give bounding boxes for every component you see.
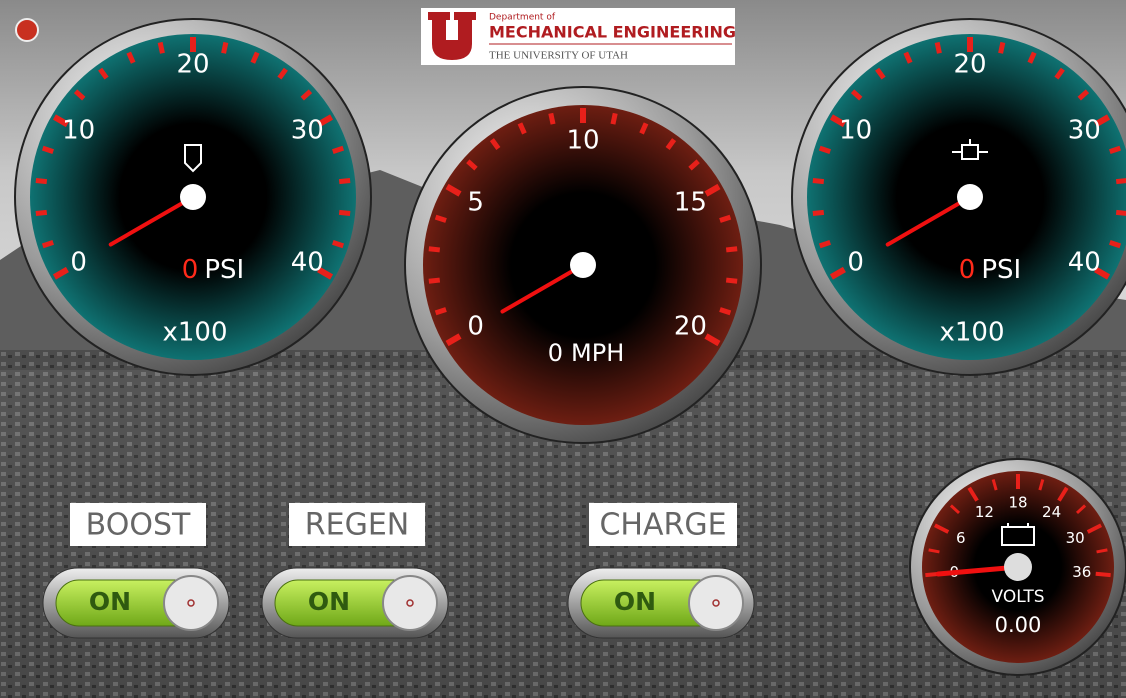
tick-label: 18 [1008, 494, 1027, 512]
dashboard: Department of MECHANICAL ENGINEERING THE… [0, 0, 1126, 698]
toggle[interactable]: ON [43, 568, 229, 638]
toggle-state[interactable]: ON [308, 587, 350, 616]
tick-label: 20 [953, 50, 986, 80]
dial-dash [339, 180, 350, 181]
dial-dash [429, 280, 440, 281]
tick-mark [1096, 574, 1111, 575]
dial-dash [929, 550, 940, 552]
gauge: 0 5 10 15 20 0 MPH [405, 87, 761, 443]
switch: CHARGE ON [568, 503, 754, 638]
dial-dash [43, 148, 53, 151]
multiplier: x100 [939, 318, 1004, 348]
logo-department: Department of [489, 13, 556, 23]
tick-label: 40 [291, 248, 324, 278]
switch: REGEN ON [262, 503, 448, 638]
readout-value: 0 [182, 255, 199, 285]
gauge-unit: VOLTS [991, 587, 1044, 607]
readout-value: 0.00 [995, 613, 1042, 637]
switch-label: REGEN [305, 508, 409, 543]
dial-dash [43, 242, 53, 245]
dial-dash [333, 242, 343, 245]
tick-label: 20 [674, 312, 707, 342]
tick-label: 0 [847, 248, 864, 278]
dial-dash [1116, 180, 1126, 181]
dial-dash [813, 180, 824, 181]
readout-value: 0 [548, 339, 563, 367]
dial-dash [436, 309, 446, 312]
dial-dash [1116, 212, 1126, 213]
dial-dash [1110, 148, 1120, 151]
tick-label: 10 [839, 116, 872, 146]
readout-unit: MPH [571, 339, 624, 367]
needle-hub [1004, 553, 1032, 581]
toggle-knob[interactable] [164, 576, 218, 630]
tick-label: 10 [566, 126, 599, 156]
tick-label: 30 [291, 116, 324, 146]
dial-dash [1110, 242, 1120, 245]
dial-dash [720, 217, 730, 220]
tick-label: 6 [956, 529, 966, 547]
dial-dash [820, 242, 830, 245]
tick-label: 0 [467, 312, 484, 342]
logo: Department of MECHANICAL ENGINEERING THE… [421, 8, 736, 65]
readout-unit: PSI [981, 255, 1021, 285]
tick-label: 36 [1072, 563, 1091, 581]
dial-dash [1097, 550, 1108, 552]
needle-hub [570, 252, 596, 278]
dial-dash [429, 249, 440, 250]
readout: 0 MPH [548, 339, 625, 367]
dial-dash [720, 309, 730, 312]
switch: BOOST ON [43, 503, 229, 638]
readout-unit: PSI [204, 255, 244, 285]
dial-dash [224, 42, 226, 53]
tick-label: 30 [1068, 116, 1101, 146]
dial-dash [726, 280, 737, 281]
dial-dash [937, 42, 939, 53]
tick-label: 24 [1042, 503, 1061, 521]
dial-dash [551, 113, 553, 124]
dial-dash [813, 212, 824, 213]
tick-label: 5 [467, 188, 484, 218]
toggle[interactable]: ON [262, 568, 448, 638]
dial-dash [436, 217, 446, 220]
tick-label: 10 [62, 116, 95, 146]
logo-name: MECHANICAL ENGINEERING [489, 23, 736, 42]
dial-dash [339, 212, 350, 213]
dial-dash [1001, 42, 1003, 53]
needle-hub [180, 184, 206, 210]
dial-dash [333, 148, 343, 151]
dial-dash [36, 212, 47, 213]
dial-dash [820, 148, 830, 151]
readout: 0PSI [182, 255, 244, 285]
tick-label: 12 [975, 503, 994, 521]
logo-university: THE UNIVERSITY OF UTAH [489, 50, 628, 62]
toggle-state[interactable]: ON [89, 587, 131, 616]
close-button[interactable] [16, 19, 38, 41]
tick-label: 30 [1066, 529, 1085, 547]
switch-label: CHARGE [599, 508, 726, 543]
switch-label: BOOST [86, 508, 191, 543]
tick-label: 15 [674, 188, 707, 218]
readout-value: 0 [959, 255, 976, 285]
tick-label: 0 [70, 248, 87, 278]
dial-dash [613, 113, 615, 124]
toggle[interactable]: ON [568, 568, 754, 638]
toggle-knob[interactable] [689, 576, 743, 630]
toggle-knob[interactable] [383, 576, 437, 630]
multiplier: x100 [162, 318, 227, 348]
tick-label: 20 [176, 50, 209, 80]
toggle-state[interactable]: ON [614, 587, 656, 616]
dial-dash [726, 249, 737, 250]
tick-label: 40 [1068, 248, 1101, 278]
needle-hub [957, 184, 983, 210]
dial-dash [160, 42, 162, 53]
dial-dash [36, 180, 47, 181]
